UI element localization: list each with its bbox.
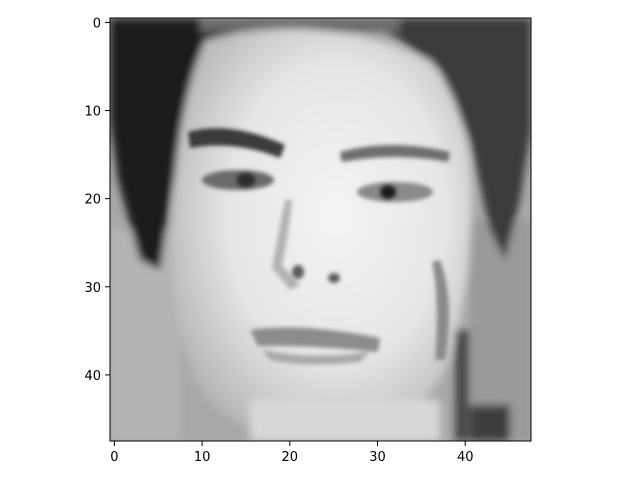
left-eye-pupil <box>236 172 256 188</box>
right-eyebrow <box>340 145 450 162</box>
mouth <box>250 327 380 352</box>
left-eyebrow <box>188 128 285 158</box>
y-tick-label: 20 <box>84 193 101 208</box>
heatmap-image <box>110 18 531 441</box>
hair-right <box>360 18 531 260</box>
axes-frame <box>109 17 532 442</box>
y-tick-label: 40 <box>84 369 101 384</box>
lower-lip <box>262 350 370 365</box>
right-eye-pupil <box>379 184 397 200</box>
right-edge-shadow <box>455 330 469 441</box>
right-cheek-shadow <box>432 260 449 360</box>
y-tick-label: 0 <box>93 16 101 31</box>
x-tick-label: 10 <box>194 450 211 465</box>
x-tick-label: 30 <box>369 450 386 465</box>
right-nostril <box>328 273 340 283</box>
neck-region <box>250 400 440 441</box>
hair-top <box>200 18 400 32</box>
right-background-region <box>470 220 531 441</box>
nose-shadow <box>272 200 300 290</box>
x-tick-label: 40 <box>457 450 474 465</box>
left-background-region <box>110 230 180 441</box>
face-region <box>171 28 472 440</box>
left-nostril <box>292 265 304 279</box>
y-axis: 0 10 20 30 40 <box>84 16 110 384</box>
bottom-right-dark <box>470 405 510 441</box>
x-tick-label: 20 <box>282 450 299 465</box>
y-tick-label: 30 <box>84 281 101 296</box>
x-tick-label: 0 <box>110 450 118 465</box>
x-axis: 0 10 20 30 40 <box>110 441 473 465</box>
y-tick-label: 10 <box>84 105 101 120</box>
